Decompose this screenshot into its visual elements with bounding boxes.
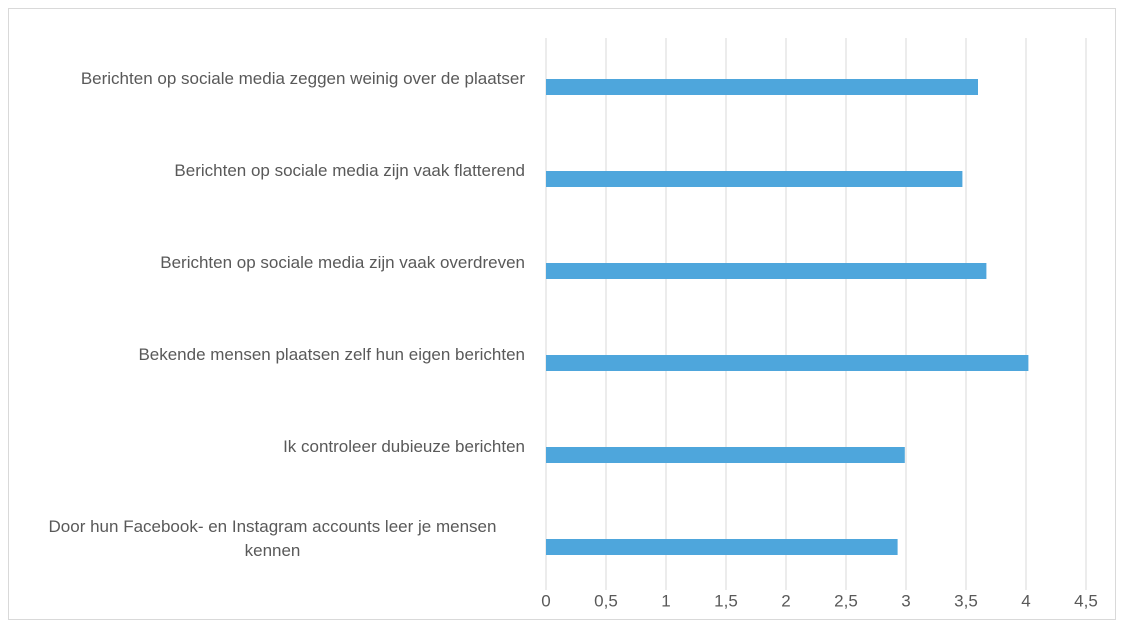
y-tick-label: Ik controleer dubieuze berichten xyxy=(283,437,525,456)
x-tick-label: 1,5 xyxy=(714,591,738,610)
x-tick-label: 4 xyxy=(1021,591,1030,610)
y-tick-label-box: Ik controleer dubieuze berichten xyxy=(20,435,525,459)
x-tick-label: 2 xyxy=(781,591,790,610)
y-tick-label-box: Door hun Facebook- en Instagram accounts… xyxy=(20,515,525,563)
x-tick-label: 0,5 xyxy=(594,591,618,610)
y-tick-label: Bekende mensen plaatsen zelf hun eigen b… xyxy=(138,345,525,364)
y-tick-label-box: Berichten op sociale media zeggen weinig… xyxy=(20,67,525,91)
x-tick-label: 4,5 xyxy=(1074,591,1098,610)
y-tick-label-box: Bekende mensen plaatsen zelf hun eigen b… xyxy=(20,343,525,367)
y-tick-label-box: Berichten op sociale media zijn vaak ove… xyxy=(20,251,525,275)
x-tick-label: 2,5 xyxy=(834,591,858,610)
bar xyxy=(546,355,1029,371)
bar xyxy=(546,539,898,555)
bar xyxy=(546,447,905,463)
y-tick-label: Door hun Facebook- en Instagram accounts… xyxy=(48,517,497,560)
x-tick-label: 3 xyxy=(901,591,910,610)
x-tick-label: 1 xyxy=(661,591,670,610)
bar xyxy=(546,79,978,95)
y-tick-label-box: Berichten op sociale media zijn vaak fla… xyxy=(20,159,525,183)
y-tick-label: Berichten op sociale media zijn vaak fla… xyxy=(174,161,525,180)
x-tick-label: 3,5 xyxy=(954,591,978,610)
x-tick-label: 0 xyxy=(541,591,550,610)
bar xyxy=(546,171,963,187)
chart-border xyxy=(8,8,1116,620)
bar xyxy=(546,263,987,279)
y-tick-label: Berichten op sociale media zeggen weinig… xyxy=(80,69,525,88)
y-tick-label: Berichten op sociale media zijn vaak ove… xyxy=(160,253,525,272)
